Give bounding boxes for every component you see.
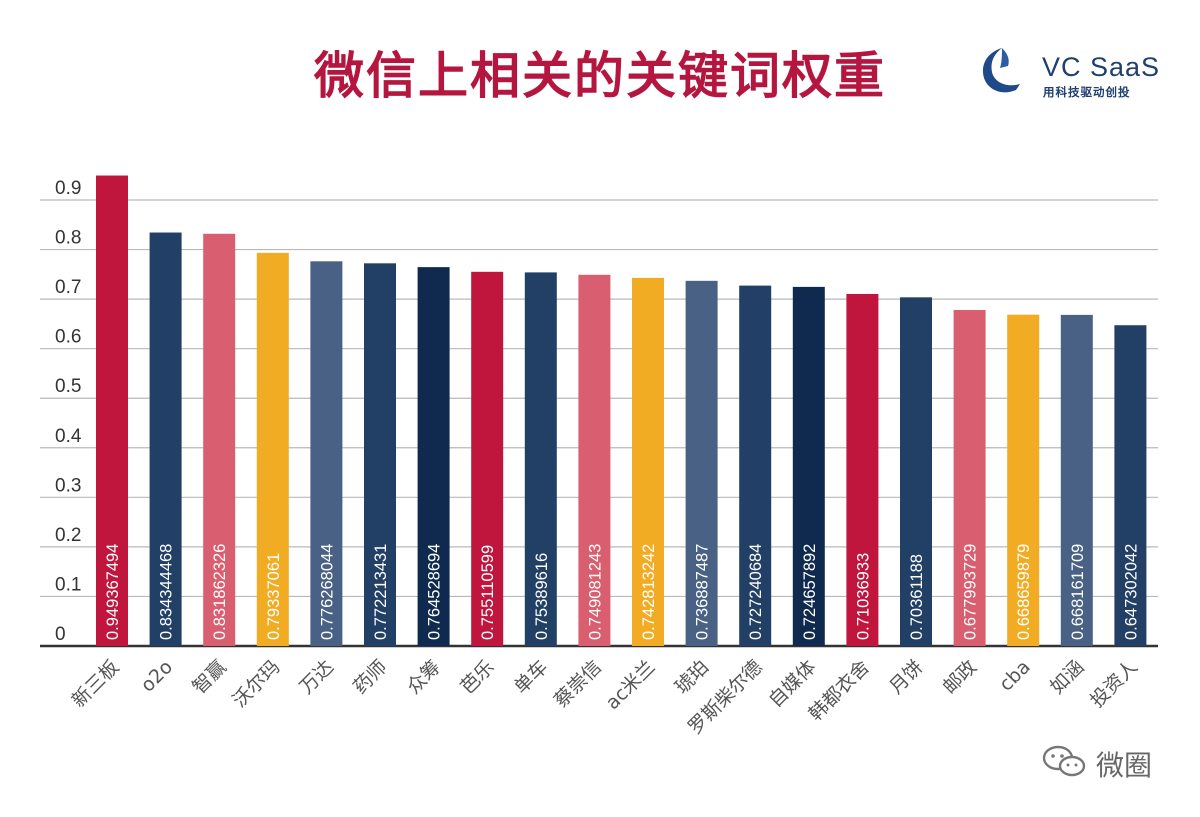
bar-data-label: 0.71036933	[854, 553, 872, 640]
bar	[632, 277, 664, 646]
brand-slogan: 用科技驱动创投	[1043, 85, 1131, 99]
y-tick-label: 0.4	[55, 426, 82, 447]
bar	[578, 274, 611, 646]
bar	[417, 267, 450, 646]
bar	[149, 232, 182, 647]
x-category-label: 众筹	[403, 656, 445, 698]
wechat-moments-icon	[1042, 745, 1086, 777]
x-category-label: 智赢	[188, 656, 230, 698]
bar-data-label: 0.755110599	[479, 545, 497, 640]
watermark: 微圈	[1040, 742, 1180, 782]
y-tick-label: 0.6	[55, 327, 81, 348]
bar-data-label: 0.834344468	[158, 544, 176, 640]
bar	[203, 233, 236, 647]
bar-data-label: 0.736887487	[694, 544, 712, 640]
y-tick-label: 0.9	[55, 178, 81, 199]
bar	[310, 261, 343, 646]
bar	[1114, 325, 1147, 646]
y-tick-label: 0.1	[55, 574, 81, 595]
bar	[1060, 314, 1093, 646]
bar	[1007, 314, 1040, 646]
bar	[685, 280, 718, 646]
bar-data-label: 0.772213431	[372, 544, 390, 640]
x-category-label: 沃尔玛	[228, 656, 284, 712]
bar-data-label: 0.75389616	[533, 553, 551, 640]
brand-name: VC SaaS	[1042, 52, 1161, 82]
y-tick-label: 0.3	[55, 475, 81, 496]
y-tick-label: 0.7	[55, 277, 81, 298]
x-category-label: 药师	[349, 656, 391, 698]
bar	[471, 271, 504, 646]
bar-data-label: 0.764528694	[426, 544, 444, 640]
y-tick-label: 0.2	[55, 525, 81, 546]
bar	[953, 310, 986, 646]
bar-data-label: 0.70361188	[908, 554, 926, 640]
chart-title: 微信上相关的关键词权重	[314, 47, 886, 105]
bar	[846, 293, 879, 646]
bar-data-label: 0.742813242	[640, 544, 658, 640]
x-category-label: 蔡崇信	[550, 656, 606, 712]
x-category-label: 月饼	[885, 656, 927, 698]
x-category-label: 投资人	[1086, 656, 1142, 712]
bar-data-label: 0.949367494	[104, 544, 122, 640]
y-tick-label: 0	[55, 624, 66, 645]
bar-data-label: 0.831862326	[211, 544, 229, 640]
watermark-text: 微圈	[1096, 749, 1153, 782]
x-category-label: ac米兰	[601, 656, 659, 714]
bar-data-label: 0.749081243	[586, 544, 604, 640]
bar-data-label: 0.668161709	[1069, 544, 1087, 640]
bar	[524, 272, 557, 646]
y-tick-label: 0.8	[55, 228, 81, 249]
x-category-label: o2o	[137, 656, 178, 697]
x-category-label: 如涵	[1046, 656, 1088, 698]
vc-saas-logo-icon	[982, 48, 1020, 93]
x-category-label: 单车	[510, 656, 552, 698]
x-category-label: cba	[995, 656, 1035, 696]
bar-data-label: 0.776268044	[318, 544, 336, 640]
brand-logo: VC SaaS 用科技驱动创投	[978, 42, 1168, 102]
bar-data-label: 0.647302042	[1122, 544, 1140, 640]
bar	[739, 285, 772, 646]
bar-data-label: 0.727240684	[747, 544, 765, 640]
bar	[256, 252, 289, 646]
x-category-label: 琥珀	[671, 656, 713, 698]
x-category-label: 邮政	[939, 656, 981, 698]
y-tick-label: 0.5	[55, 376, 81, 397]
bar-data-label: 0.724657892	[801, 544, 819, 640]
bar-data-label: 0.668659879	[1015, 544, 1033, 640]
bar	[792, 286, 825, 646]
bar	[96, 175, 128, 647]
bar	[900, 297, 932, 646]
x-category-label: 新三板	[68, 656, 124, 712]
x-category-label: 万达	[295, 656, 337, 698]
bar-data-label: 0.677993729	[962, 544, 980, 640]
bar-data-label: 0.79337061	[265, 553, 283, 640]
bar	[364, 263, 396, 646]
x-category-label: 芭乐	[456, 656, 498, 698]
